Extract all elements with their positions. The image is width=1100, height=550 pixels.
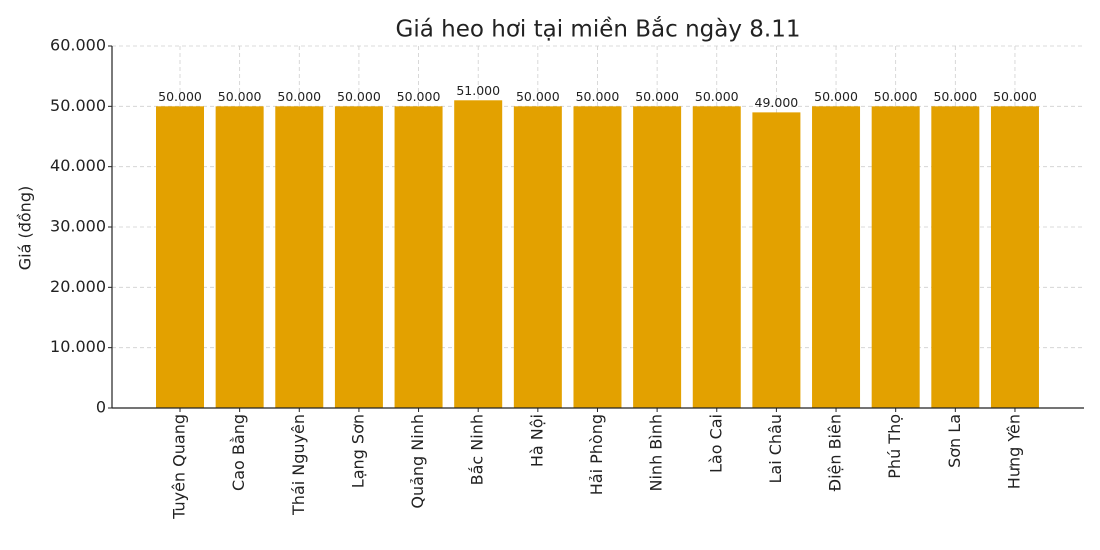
value-label: 50.000 bbox=[814, 89, 858, 104]
value-label: 50.000 bbox=[277, 89, 321, 104]
value-label: 50.000 bbox=[874, 89, 918, 104]
value-label: 50.000 bbox=[337, 89, 381, 104]
bar bbox=[513, 106, 562, 408]
bar bbox=[990, 106, 1039, 408]
x-tick-label: Bắc Ninh bbox=[468, 414, 487, 485]
value-label: 51.000 bbox=[456, 83, 500, 98]
value-label: 49.000 bbox=[755, 95, 799, 110]
x-tick-label: Ninh Bình bbox=[647, 414, 666, 491]
value-label: 50.000 bbox=[158, 89, 202, 104]
value-label: 50.000 bbox=[933, 89, 977, 104]
x-tick-label: Lai Châu bbox=[766, 414, 785, 484]
y-tick-label: 60.000 bbox=[50, 36, 106, 55]
x-tick-label: Lạng Sơn bbox=[348, 414, 367, 488]
bar bbox=[394, 106, 443, 408]
x-tick-label: Lào Cai bbox=[706, 414, 725, 473]
x-tick-label: Tuyên Quang bbox=[170, 414, 189, 520]
bar bbox=[573, 106, 622, 408]
x-tick-label: Hưng Yên bbox=[1004, 414, 1023, 489]
y-tick-label: 30.000 bbox=[50, 217, 106, 236]
bar bbox=[871, 106, 920, 408]
value-label: 50.000 bbox=[635, 89, 679, 104]
x-tick-label: Hà Nội bbox=[527, 414, 546, 467]
x-tick-label: Điện Biên bbox=[826, 414, 845, 491]
bar bbox=[275, 106, 324, 408]
bar bbox=[931, 106, 980, 408]
chart-title: Giá heo hơi tại miền Bắc ngày 8.11 bbox=[396, 16, 801, 43]
value-label: 50.000 bbox=[218, 89, 262, 104]
value-label: 50.000 bbox=[516, 89, 560, 104]
bar bbox=[156, 106, 204, 408]
x-tick-label: Hải Phòng bbox=[587, 414, 606, 495]
bar bbox=[454, 100, 503, 409]
bar bbox=[215, 106, 264, 408]
value-label: 50.000 bbox=[993, 89, 1037, 104]
y-tick-label: 20.000 bbox=[50, 277, 106, 296]
bar bbox=[812, 106, 861, 408]
value-label: 50.000 bbox=[397, 89, 441, 104]
y-tick-label: 50.000 bbox=[50, 96, 106, 115]
x-tick-label: Quảng Ninh bbox=[408, 414, 427, 509]
bar bbox=[752, 112, 801, 408]
bar bbox=[692, 106, 741, 408]
bar bbox=[334, 106, 383, 408]
value-label: 50.000 bbox=[695, 89, 739, 104]
y-tick-label: 10.000 bbox=[50, 337, 106, 356]
y-tick-label: 40.000 bbox=[50, 156, 106, 175]
value-label: 50.000 bbox=[576, 89, 620, 104]
x-tick-label: Thái Nguyên bbox=[289, 414, 308, 516]
bar bbox=[633, 106, 682, 408]
x-tick-label: Phú Thọ bbox=[885, 414, 904, 479]
y-axis-label: Giá (đồng) bbox=[16, 186, 35, 270]
x-tick-label: Cao Bằng bbox=[229, 414, 248, 491]
y-tick-label: 0 bbox=[96, 398, 106, 417]
x-tick-label: Sơn La bbox=[945, 414, 964, 468]
